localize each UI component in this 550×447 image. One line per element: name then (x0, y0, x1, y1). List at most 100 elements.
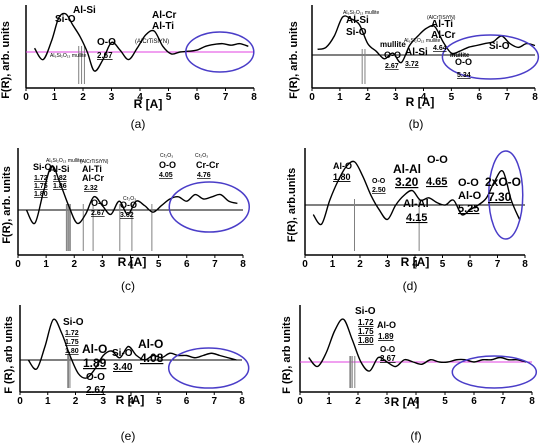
annotation-label: 2.67 (97, 51, 113, 60)
x-tick-label: 1 (45, 396, 51, 407)
annotation-label: 4.05 (159, 172, 173, 179)
x-axis-label: R [A] (116, 393, 145, 407)
y-axis-label: F(R), arb.units (286, 168, 298, 243)
y-axis-label: F (R), arb units (3, 316, 15, 394)
annotation-label: Si-O (355, 306, 376, 317)
annotation-label: Al-O (82, 342, 107, 356)
annotation-label: 2xO-O (485, 175, 521, 189)
x-tick-label: 4 (128, 396, 134, 407)
x-tick-label: 4 (412, 259, 418, 270)
annotation-label: Cr-Cr (196, 160, 219, 170)
x-tick-label: 3 (385, 259, 391, 270)
annotation-label: 3.72 (405, 61, 419, 68)
annotation-label: O-O (380, 345, 395, 354)
x-tick-label: 8 (239, 396, 245, 407)
annotation-label: 1.72 (358, 318, 374, 327)
x-tick-label: 1 (43, 259, 49, 270)
annotation-label: Al-O (458, 190, 482, 202)
panel-caption: (b) (409, 117, 424, 131)
annotation-label: 4.08 (140, 351, 164, 365)
annotation-label: Si-O (346, 27, 367, 38)
annotation-label: (AlCrTiSiYN) (427, 15, 456, 21)
x-tick-label: 0 (23, 92, 29, 103)
annotation-label: O-O (384, 50, 401, 60)
x-tick-label: 7 (500, 396, 506, 407)
panel-a: 0 1 2 3 4 5 6 7 8 R [A] F(R), arb. units (a) Al-SiSi… (0, 5, 257, 131)
annotation-label: 1.80 (34, 191, 48, 198)
annotation-label: 4.76 (197, 172, 211, 179)
annotation-label: Si-O (63, 317, 84, 328)
annotation-label: 1.75 (65, 339, 79, 346)
x-tick-label: 8 (532, 92, 538, 103)
annotation-label: Al-Cr (431, 30, 456, 41)
x-tick-label: 2 (365, 92, 371, 103)
annotation-label: Cr₂O₃ (195, 153, 208, 159)
x-tick-label: 6 (476, 92, 482, 103)
annotation-label: O-O (120, 200, 137, 210)
x-tick-label: 8 (529, 396, 535, 407)
annotation-label: 4.15 (406, 212, 427, 224)
annotation-label: 1.72 (65, 330, 79, 337)
annotation-label: Si-O (112, 348, 133, 359)
annotation-label: Cr₂O₃ (160, 153, 173, 159)
panel-e: 0 1 2 3 4 5 6 7 8 R [A] F (R), arb units (e) Si-O 1.7… (3, 305, 250, 443)
x-tick-label: 7 (212, 259, 218, 270)
x-tick-label: 0 (17, 396, 23, 407)
x-tick-label: 5 (442, 396, 448, 407)
annotation-label: Al-Cr (82, 173, 104, 183)
annotation-label: Al₆Si₂O₁₃ mullite (46, 158, 83, 164)
x-tick-label: 1 (326, 396, 332, 407)
x-tick-label: 6 (467, 259, 473, 270)
annotation-label: O-O (97, 37, 116, 48)
x-tick-label: 0 (309, 92, 315, 103)
series-line (27, 318, 237, 379)
annotation-label: Al-Ti (82, 164, 102, 174)
x-tick-label: 0 (297, 396, 303, 407)
x-tick-label: 4 (137, 92, 143, 103)
x-tick-label: 7 (223, 92, 229, 103)
series-line (308, 318, 527, 372)
x-tick-label: 6 (471, 396, 477, 407)
annotation-label: Al₆Si₂O₁₃ mullite (404, 38, 441, 44)
panel-c: 0 1 2 3 4 5 6 7 8 R [A] F(R), arb. units (c) Al₆Si₂O… (1, 148, 250, 293)
highlight-circle (167, 347, 250, 389)
x-tick-label: 6 (194, 92, 200, 103)
annotation-label: O-O (91, 198, 108, 208)
annotation-label: Al-O (377, 320, 396, 330)
x-tick-label: 6 (184, 259, 190, 270)
annotation-label: O-O (458, 177, 479, 189)
annotation-label: 2.50 (372, 187, 386, 194)
annotation-label: 3.62 (120, 212, 134, 219)
y-axis-label: F(R), arb. units (1, 166, 13, 244)
annotation-label: Al-Si (405, 47, 428, 58)
annotation-label: Al-Al (393, 162, 421, 176)
x-tick-label: 1 (52, 92, 58, 103)
highlight-circle (441, 34, 540, 80)
annotation-label: 2.32 (84, 185, 98, 192)
annotation-label: Al-Cr (152, 10, 177, 21)
x-tick-label: 4 (413, 396, 419, 407)
annotation-label: Al-O (138, 337, 163, 351)
annotation-label: 1.89 (378, 332, 394, 341)
annotation-label: Al₆Si₂O₁₃ mullite (50, 53, 87, 59)
annotation-label: 1.80 (358, 336, 374, 345)
highlight-circle (185, 31, 255, 73)
annotation-label: 5.25 (458, 203, 479, 215)
x-axis-label: R [A] (406, 95, 435, 109)
x-tick-label: 4 (421, 92, 427, 103)
annotation-label: 1.89 (83, 356, 107, 370)
x-tick-label: 2 (73, 396, 79, 407)
annotation-label: Al-Ti (431, 19, 453, 30)
annotation-label: 2.67 (380, 354, 396, 363)
x-tick-label: 7 (211, 396, 217, 407)
panel-caption: (c) (121, 279, 135, 293)
annotation-label: Al₆Si₂O₁₃ mullite (343, 10, 380, 16)
annotation-label: mullite (450, 53, 470, 59)
x-tick-label: 2 (357, 259, 363, 270)
annotation-label: 1.75 (358, 327, 374, 336)
x-tick-label: 2 (71, 259, 77, 270)
series-line (25, 165, 238, 225)
annotation-label: Al-Si (346, 15, 369, 26)
x-tick-label: 6 (184, 396, 190, 407)
